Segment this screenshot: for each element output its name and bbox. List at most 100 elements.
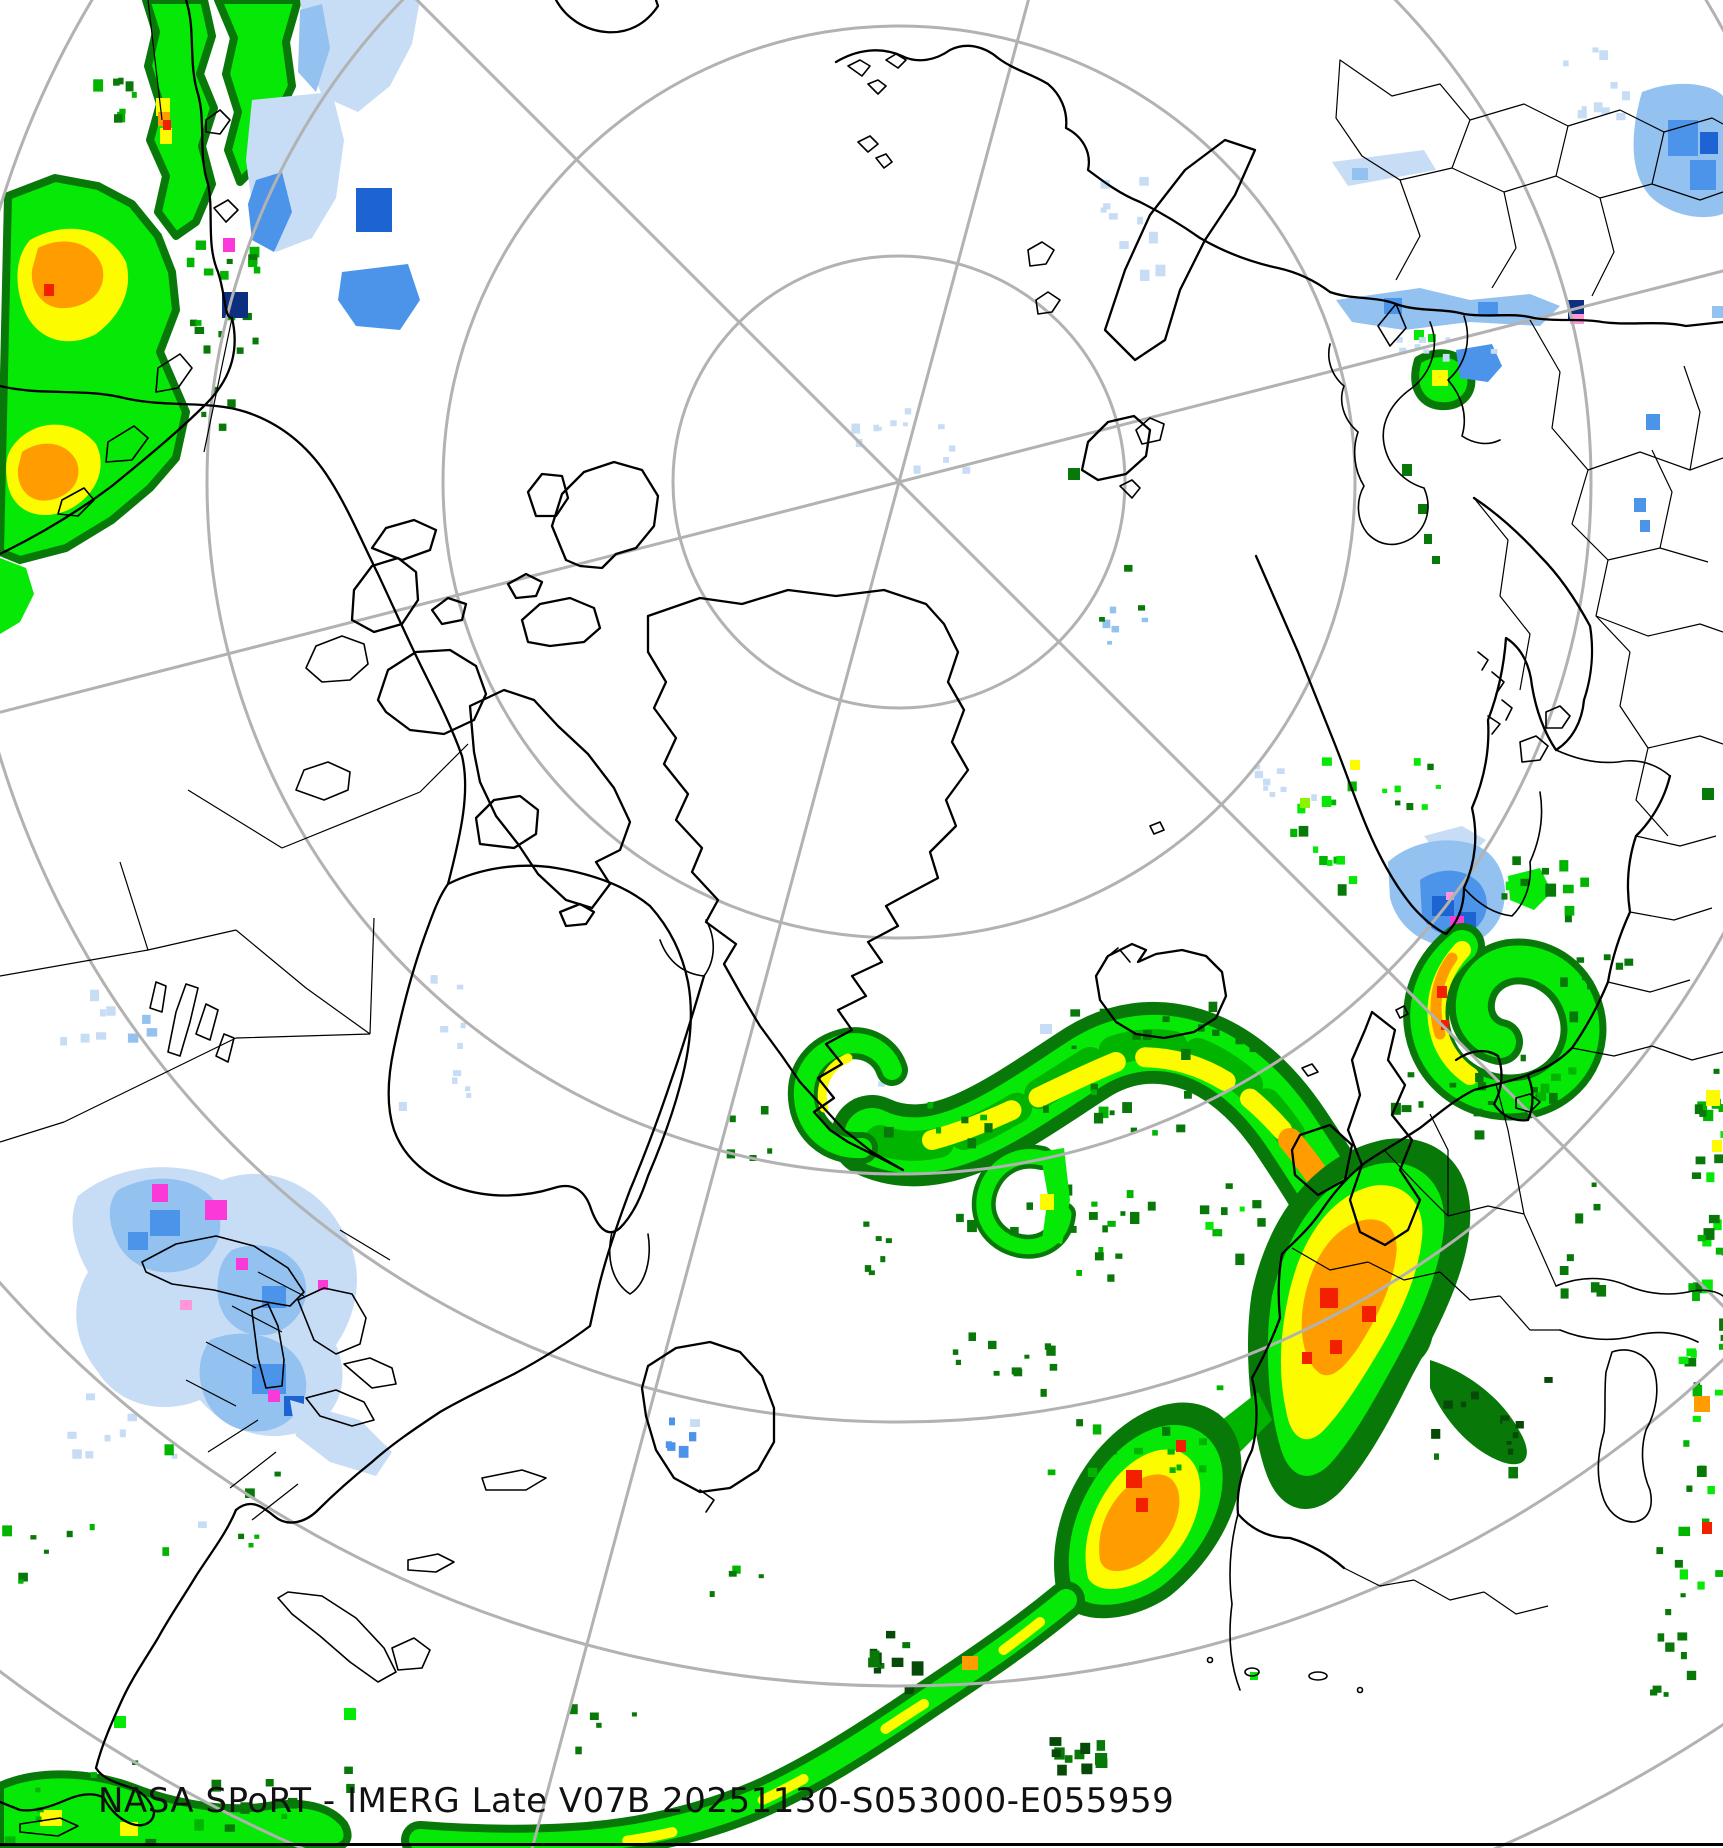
- precip-pixel: [1040, 1388, 1047, 1397]
- precip-pixel: [1257, 1218, 1266, 1227]
- precip-pixel: [709, 1591, 715, 1597]
- precip-pixel: [1049, 1737, 1062, 1746]
- precip-pixel: [211, 1779, 222, 1792]
- precip-pixel: [1718, 1104, 1723, 1112]
- precip-pixel: [1102, 1225, 1108, 1233]
- precip-pixel: [1043, 1105, 1049, 1113]
- precip-pixel: [1254, 770, 1264, 779]
- precip-pixel: [864, 1265, 872, 1272]
- sweden-showers: [1501, 856, 1589, 923]
- precip-pixel: [194, 1819, 204, 1831]
- speckle-field: [93, 77, 137, 123]
- precip-pixel: [142, 1014, 151, 1024]
- precip-pixel: [1694, 1104, 1703, 1115]
- newfoundland-specks: [665, 1417, 700, 1458]
- precip-pixel: [1181, 1048, 1191, 1060]
- precip-pixel: [1592, 47, 1599, 53]
- precip-pixel: [1064, 1755, 1073, 1763]
- precip-pixel: [1099, 1008, 1108, 1015]
- precip-pixel: [1138, 605, 1146, 611]
- secondary-swirl: [971, 1144, 1076, 1259]
- precip-pixel: [873, 1667, 882, 1674]
- precip-pixel: [1155, 264, 1166, 277]
- precip-pixel: [1719, 1343, 1723, 1350]
- precip-pixel: [1713, 1219, 1722, 1231]
- precip-pixel: [760, 1106, 769, 1115]
- precip-pixel: [1122, 1102, 1132, 1113]
- precip-pixel: [1692, 1415, 1701, 1422]
- precip-pixel: [1714, 1389, 1723, 1396]
- precip-pixel: [118, 77, 124, 85]
- precip-pixel: [1254, 764, 1261, 770]
- comma-bright-mass: [1222, 1138, 1553, 1509]
- precip-pixel: [119, 108, 126, 114]
- precip-pixel: [1107, 1274, 1115, 1282]
- precip-pixel: [248, 1543, 254, 1548]
- precip-pixel: [1520, 878, 1530, 887]
- precip-pixel: [569, 1704, 578, 1715]
- precip-pixel: [988, 1340, 997, 1350]
- precip-pixel: [1221, 1207, 1228, 1216]
- precip-pixel: [891, 1657, 904, 1667]
- precip-pixel: [1696, 1465, 1707, 1477]
- precip-pixel: [913, 465, 921, 474]
- precip-pixel: [876, 426, 882, 431]
- precip-pixel: [198, 1521, 207, 1528]
- precip-pixel: [1693, 1282, 1704, 1294]
- precip-pixel: [1656, 1547, 1664, 1555]
- precip-pixel: [1109, 1110, 1115, 1116]
- precip-pixel: [1431, 1429, 1441, 1439]
- precip-pixel: [1501, 893, 1508, 900]
- precip-pixel: [1141, 617, 1149, 623]
- precip-pixel: [1475, 1072, 1484, 1083]
- precip-pixel: [1235, 1253, 1245, 1266]
- precip-pixel: [863, 1221, 870, 1227]
- precip-pixel: [85, 1451, 94, 1459]
- precip-pixel: [1120, 1211, 1126, 1216]
- precip-pixel: [1199, 1438, 1207, 1446]
- precip-pixel: [980, 1114, 987, 1121]
- precip-pixel: [1596, 1285, 1607, 1297]
- precip-pixel: [1445, 337, 1451, 342]
- precip-pixel: [886, 1630, 896, 1639]
- precip-pixel: [1126, 1190, 1134, 1199]
- precip-pixel: [1212, 1229, 1223, 1237]
- precip-pixel: [1720, 1131, 1723, 1138]
- precip-pixel: [1684, 1357, 1697, 1367]
- precip-pixel: [1098, 1106, 1109, 1119]
- precip-pixel: [1624, 958, 1634, 966]
- precip-pixel: [1544, 1377, 1553, 1383]
- precip-pixel: [927, 1101, 934, 1109]
- precip-pixel: [212, 386, 218, 393]
- comma-lower-mass: [1047, 1385, 1242, 1619]
- precip-pixel: [1418, 1101, 1424, 1108]
- precip-pixel: [1100, 180, 1110, 189]
- precip-pixel: [1199, 1465, 1207, 1473]
- precip-pixel: [1331, 799, 1337, 806]
- precip-pixel: [1382, 788, 1388, 794]
- precip-pixel: [248, 260, 258, 267]
- precip-pixel: [1714, 1154, 1723, 1164]
- precip-pixel: [1162, 1016, 1170, 1023]
- precip-pixel: [466, 1093, 472, 1098]
- precip-pixel: [669, 1417, 675, 1426]
- maritimes-specks: [162, 1444, 281, 1556]
- precip-pixel: [1559, 860, 1569, 872]
- precip-pixel: [104, 1434, 111, 1442]
- precip-pixel: [767, 1148, 773, 1154]
- precip-pixel: [1263, 778, 1271, 786]
- precip-pixel: [344, 1766, 353, 1774]
- precip-pixel: [1652, 1685, 1662, 1693]
- precip-pixel: [1472, 1427, 1482, 1439]
- precip-pixel: [35, 1787, 41, 1793]
- precip-pixel: [1269, 791, 1276, 798]
- border-layer: [0, 0, 1723, 1615]
- precip-pixel: [1070, 1009, 1081, 1017]
- precip-pixel: [249, 246, 260, 258]
- precip-pixel: [119, 1429, 126, 1438]
- precip-pixel: [1194, 1010, 1204, 1019]
- precip-pixel: [1582, 974, 1587, 981]
- precip-pixel: [851, 423, 861, 434]
